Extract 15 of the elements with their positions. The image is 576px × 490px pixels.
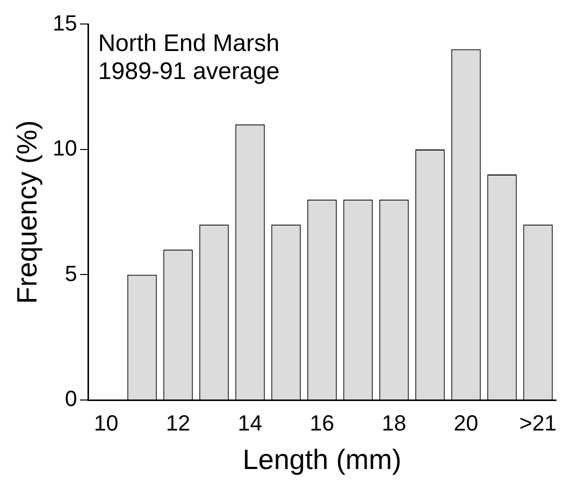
y-tick-label: 10	[52, 136, 78, 161]
x-tick-label: 14	[238, 410, 262, 436]
x-tick-label: 18	[382, 410, 406, 436]
y-tick-label: 15	[52, 10, 78, 36]
x-tick-label: 20	[454, 410, 478, 436]
annotation: North End Marsh	[98, 30, 280, 57]
x-tick-label: 10	[94, 410, 118, 436]
y-tick-label: 5	[64, 260, 78, 286]
y-tick-label: 0	[64, 386, 78, 412]
x-tick-label: >21	[519, 410, 557, 436]
y-axis-title: Frequency (%)	[12, 120, 43, 304]
annotation: 1989-91 average	[98, 58, 280, 85]
x-tick-label: 16	[310, 410, 334, 436]
x-tick-label: 12	[166, 410, 190, 436]
x-axis-title: Length (mm)	[242, 444, 402, 475]
